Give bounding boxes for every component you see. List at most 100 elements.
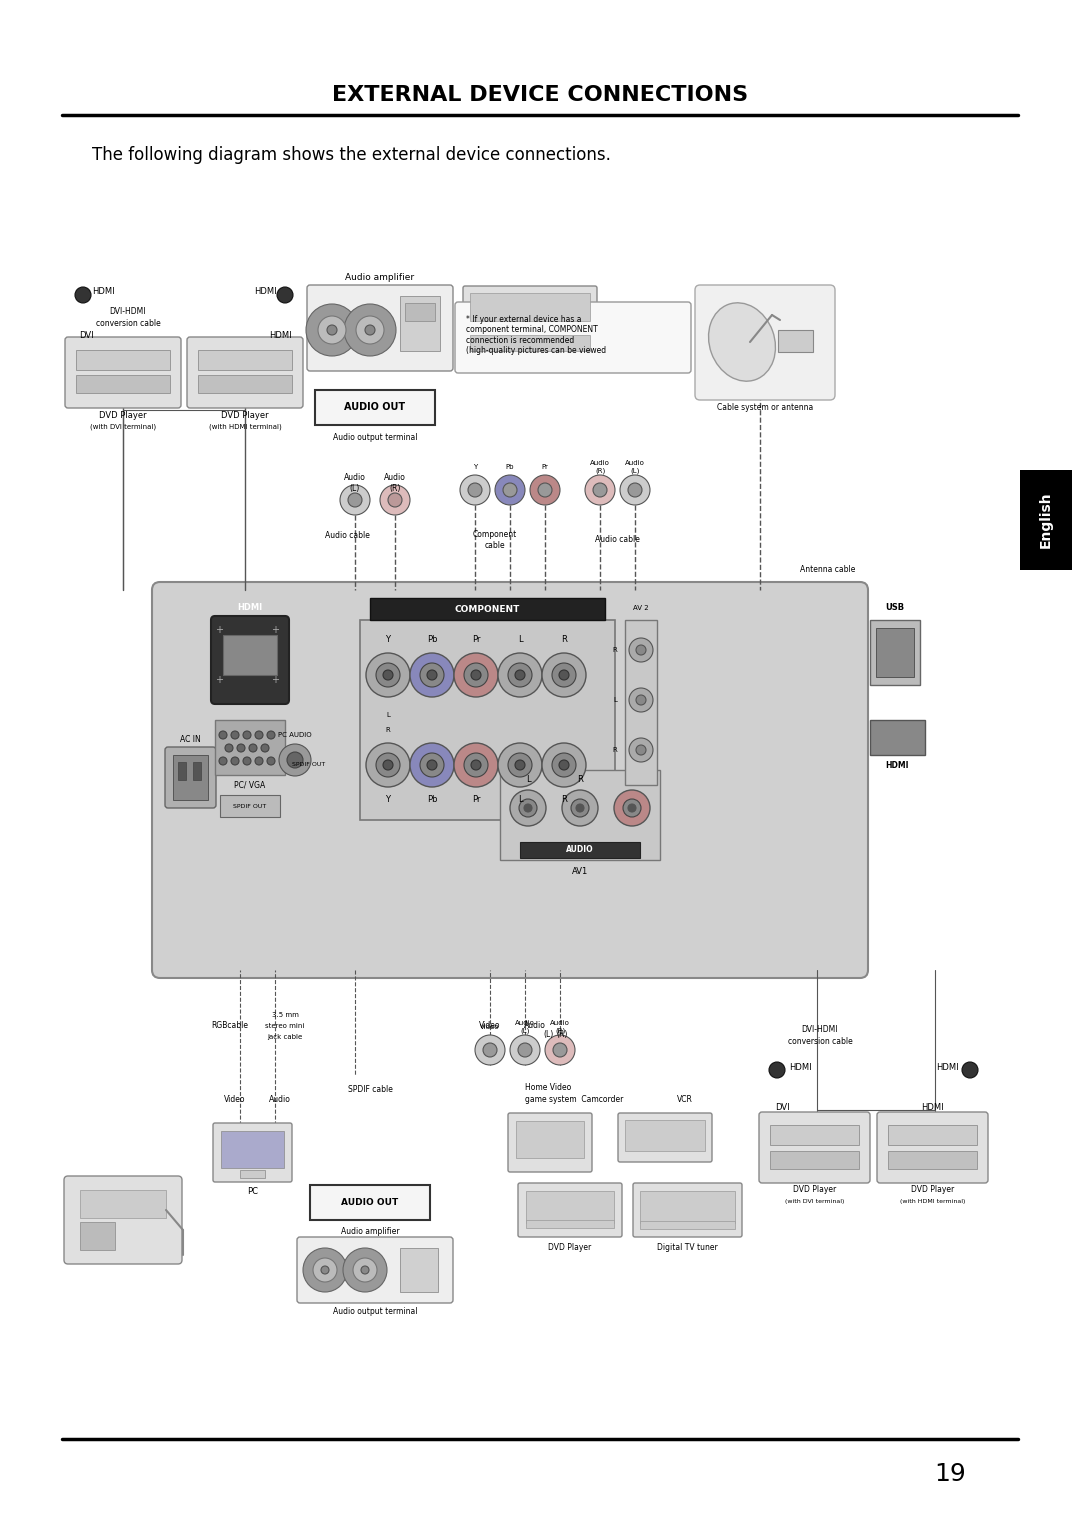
Circle shape bbox=[267, 731, 275, 739]
Circle shape bbox=[585, 476, 615, 505]
Text: SPDIF OUT: SPDIF OUT bbox=[292, 763, 325, 768]
FancyBboxPatch shape bbox=[165, 748, 216, 807]
Circle shape bbox=[276, 287, 293, 303]
Bar bbox=[178, 761, 186, 780]
Circle shape bbox=[629, 638, 653, 662]
Bar bbox=[770, 1151, 859, 1170]
Circle shape bbox=[510, 790, 546, 826]
Text: Audio
(R): Audio (R) bbox=[550, 1020, 570, 1034]
FancyBboxPatch shape bbox=[455, 303, 691, 373]
Bar bbox=[76, 350, 170, 370]
Bar bbox=[400, 297, 440, 352]
Circle shape bbox=[542, 743, 586, 787]
Circle shape bbox=[545, 1035, 575, 1066]
Circle shape bbox=[279, 745, 311, 777]
Text: Audio output terminal: Audio output terminal bbox=[333, 433, 417, 442]
Text: Y: Y bbox=[386, 636, 391, 645]
Text: Video: Video bbox=[481, 1024, 500, 1031]
Text: AV 2: AV 2 bbox=[633, 605, 649, 612]
Text: game system  Camcorder: game system Camcorder bbox=[525, 1095, 623, 1104]
Circle shape bbox=[552, 664, 576, 687]
FancyBboxPatch shape bbox=[64, 1176, 183, 1264]
Circle shape bbox=[593, 483, 607, 497]
Circle shape bbox=[321, 1266, 329, 1274]
Text: HDMI: HDMI bbox=[254, 287, 276, 297]
Circle shape bbox=[306, 304, 357, 356]
Circle shape bbox=[243, 757, 251, 764]
Text: DVD Player: DVD Player bbox=[549, 1243, 592, 1252]
Text: Audio: Audio bbox=[345, 474, 366, 483]
FancyBboxPatch shape bbox=[696, 284, 835, 401]
Text: (R): (R) bbox=[389, 483, 401, 492]
Text: (with HDMI terminal): (with HDMI terminal) bbox=[900, 1199, 966, 1205]
Bar bbox=[640, 1191, 735, 1223]
Circle shape bbox=[237, 745, 245, 752]
Circle shape bbox=[427, 760, 437, 771]
Circle shape bbox=[498, 653, 542, 697]
Text: DVI-HDMI: DVI-HDMI bbox=[110, 307, 146, 317]
Circle shape bbox=[629, 739, 653, 761]
Circle shape bbox=[623, 800, 642, 816]
Text: Pr: Pr bbox=[472, 795, 481, 804]
FancyBboxPatch shape bbox=[463, 329, 597, 359]
Circle shape bbox=[356, 317, 384, 344]
Circle shape bbox=[255, 731, 264, 739]
Text: (L): (L) bbox=[543, 1031, 553, 1040]
Circle shape bbox=[75, 287, 91, 303]
Text: Pb: Pb bbox=[427, 636, 437, 645]
Text: PC: PC bbox=[247, 1188, 258, 1197]
Bar bbox=[888, 1151, 977, 1170]
Circle shape bbox=[552, 752, 576, 777]
Text: (with DVI terminal): (with DVI terminal) bbox=[785, 1199, 845, 1205]
Text: EXTERNAL DEVICE CONNECTIONS: EXTERNAL DEVICE CONNECTIONS bbox=[332, 86, 748, 106]
Text: stereo mini: stereo mini bbox=[266, 1023, 305, 1029]
Text: Audio
(L): Audio (L) bbox=[625, 460, 645, 474]
Bar bbox=[220, 795, 280, 816]
Text: USB: USB bbox=[886, 604, 905, 613]
Bar bbox=[470, 335, 590, 352]
Bar bbox=[876, 628, 914, 677]
Circle shape bbox=[769, 1063, 785, 1078]
Bar bbox=[173, 755, 208, 800]
Circle shape bbox=[267, 757, 275, 764]
Text: DVD Player: DVD Player bbox=[910, 1185, 954, 1194]
Bar bbox=[370, 598, 605, 619]
Text: PC AUDIO: PC AUDIO bbox=[279, 732, 312, 739]
Circle shape bbox=[427, 670, 437, 680]
Text: HDMI: HDMI bbox=[921, 1102, 944, 1112]
Text: DVD Player: DVD Player bbox=[99, 410, 147, 419]
Text: (R): (R) bbox=[556, 1031, 568, 1040]
Text: AUDIO OUT: AUDIO OUT bbox=[345, 402, 406, 413]
Circle shape bbox=[471, 670, 481, 680]
Circle shape bbox=[420, 752, 444, 777]
Circle shape bbox=[318, 317, 346, 344]
Text: R: R bbox=[612, 647, 617, 653]
Circle shape bbox=[508, 664, 532, 687]
Circle shape bbox=[464, 752, 488, 777]
Circle shape bbox=[518, 1043, 532, 1057]
Circle shape bbox=[303, 1248, 347, 1292]
Text: Audio: Audio bbox=[524, 1020, 545, 1029]
Circle shape bbox=[515, 760, 525, 771]
Circle shape bbox=[627, 483, 642, 497]
Bar bbox=[500, 771, 660, 859]
Circle shape bbox=[249, 745, 257, 752]
Text: Pr: Pr bbox=[541, 463, 549, 469]
Bar bbox=[470, 294, 590, 321]
FancyBboxPatch shape bbox=[65, 336, 181, 408]
Circle shape bbox=[376, 664, 400, 687]
Circle shape bbox=[460, 476, 490, 505]
Text: SPDIF cable: SPDIF cable bbox=[348, 1086, 392, 1095]
Text: COMPONENT: COMPONENT bbox=[455, 604, 521, 613]
Circle shape bbox=[636, 745, 646, 755]
Text: PC/ VGA: PC/ VGA bbox=[234, 780, 266, 789]
FancyBboxPatch shape bbox=[508, 1113, 592, 1173]
Circle shape bbox=[345, 304, 396, 356]
Circle shape bbox=[383, 670, 393, 680]
FancyBboxPatch shape bbox=[633, 1183, 742, 1237]
Text: (with DVI terminal): (with DVI terminal) bbox=[90, 424, 157, 430]
Text: RGBcable: RGBcable bbox=[212, 1020, 248, 1029]
Circle shape bbox=[629, 688, 653, 713]
Circle shape bbox=[376, 752, 400, 777]
Text: R: R bbox=[577, 775, 583, 784]
